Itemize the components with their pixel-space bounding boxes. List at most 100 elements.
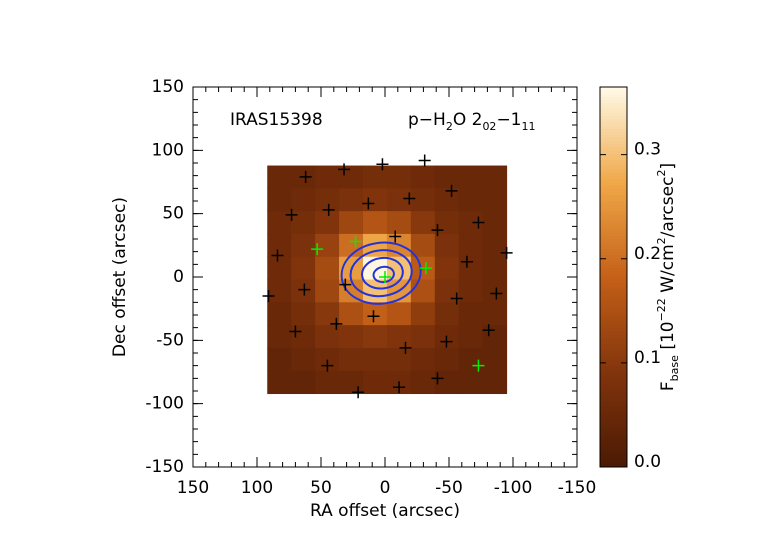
colorbar-cell [600,121,627,126]
label-part: 2 [446,120,453,133]
colorbar-cell [600,353,627,357]
colorbar-cell [600,153,627,158]
source-label: IRAS15398 [230,110,323,130]
colorbar-cell [600,280,627,284]
heat-cell [339,370,364,395]
heat-cell [362,233,388,258]
heat-cell [386,165,412,189]
heat-cell [315,347,340,372]
colorbar-cell [600,362,627,367]
heat-cell [410,211,436,235]
colorbar-cell [600,156,627,161]
colorbar-cell [600,448,627,452]
label-part: 2 [655,170,668,177]
colorbar-cell [600,457,627,462]
heat-cell [267,256,292,281]
spaxel-marker [322,203,335,216]
line-label: p−H2O 202−111 [408,110,536,133]
colorbar-cell [600,451,627,455]
colorbar-cell [600,106,627,110]
spaxel-marker [460,255,473,268]
heat-cell [315,370,340,395]
colorbar-tick-label: 0.1 [634,348,661,368]
y-axis-label: Dec offset (arcsec) [110,197,130,357]
colorbar-cell [600,286,627,291]
colorbar-cell [600,429,627,433]
colorbar-cell [600,248,627,253]
colorbar-cell [600,137,627,142]
spaxel-marker [338,163,351,176]
heat-cell [434,165,460,189]
y-tick-label: -150 [145,457,184,477]
colorbar-cell [600,308,627,313]
colorbar-cell [600,340,627,344]
heat-cell [458,370,484,395]
colorbar-cell [600,406,627,411]
colorbar-cell [600,140,627,145]
heat-cell [339,302,364,326]
spaxel-marker [419,262,432,275]
heat-cell [458,233,484,258]
colorbar-cell [600,444,627,449]
heat-cell [267,165,292,189]
label-part: 2 [655,237,668,244]
heat-cell [434,347,460,372]
heat-cell [482,370,508,395]
heat-cell [267,188,292,212]
colorbar-cell [600,454,627,458]
heat-cell [315,233,340,258]
colorbar-cell [600,299,627,303]
heat-cell [434,370,460,395]
heat-cell [458,325,484,349]
colorbar-cell [600,359,627,363]
label-part: p−H [408,110,446,130]
colorbar-cell [600,337,627,341]
colorbar-cell [600,213,627,218]
heat-cell [291,211,316,235]
heat-cell [315,325,340,349]
colorbar-cell [600,90,627,94]
colorbar-cell [600,182,627,186]
heat-cell [362,370,388,395]
colorbar-cell [600,239,627,243]
spaxel-marker [330,317,343,330]
heat-cell [482,211,508,235]
colorbar-cell [600,223,627,227]
colorbar-cell [600,296,627,300]
colorbar-cell [600,387,627,392]
colorbar-cell [600,118,627,123]
colorbar-cell [600,318,627,322]
heat-cell [410,370,436,395]
label-part: −22 [655,298,668,321]
spaxel-marker [450,292,463,305]
heat-cell [482,165,508,189]
heat-cell [482,188,508,212]
heat-cell [410,347,436,372]
colorbar-cell [600,99,627,104]
colorbar-cell [600,302,627,306]
colorbar-cell [600,169,627,173]
heat-cell [434,188,460,212]
heat-cell [267,347,292,372]
heat-cell [291,302,316,326]
spaxel-marker [403,192,416,205]
heat-cell [362,211,388,235]
spaxel-marker [431,372,444,385]
colorbar-cell [600,134,627,139]
colorbar-cell [600,232,627,237]
colorbar-cell [600,419,627,424]
heat-cell [291,370,316,395]
spaxel-marker [285,208,298,221]
heat-cell [482,325,508,349]
heat-cell [458,302,484,326]
colorbar-cell [600,258,627,262]
colorbar-cell [600,197,627,202]
x-tick-label: 50 [310,478,332,498]
spaxel-marker [490,287,503,300]
colorbar-cell [600,410,627,414]
colorbar-cell [600,435,627,439]
colorbar-cell [600,131,627,135]
colorbar-cell [600,378,627,382]
spaxel-marker [431,224,444,237]
heat-cell [362,165,388,189]
